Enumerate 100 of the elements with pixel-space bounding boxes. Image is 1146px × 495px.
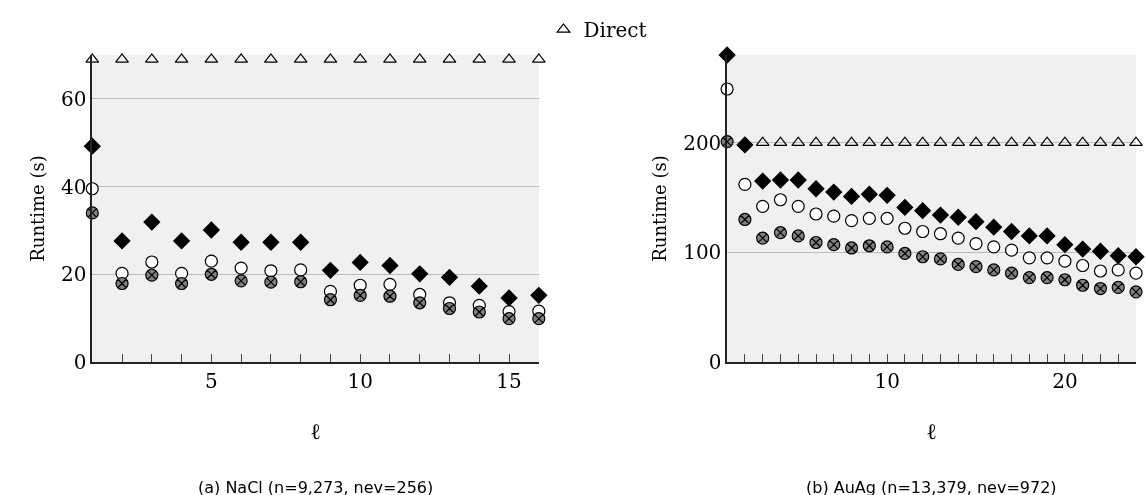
point xyxy=(843,188,860,205)
point xyxy=(880,136,895,147)
point xyxy=(862,239,876,253)
x-axis-title: ℓ xyxy=(926,418,937,444)
point xyxy=(292,233,310,251)
point xyxy=(1092,242,1109,260)
point xyxy=(827,209,841,223)
point xyxy=(949,208,967,226)
point xyxy=(1057,136,1072,147)
y-axis-title: Runtime (s) xyxy=(26,155,48,262)
point xyxy=(1020,227,1038,245)
point xyxy=(441,268,458,286)
point xyxy=(502,311,516,326)
point xyxy=(880,211,894,225)
point xyxy=(383,289,397,303)
x-tick-label: 5 xyxy=(204,368,218,393)
point xyxy=(413,296,427,310)
point xyxy=(951,231,965,245)
point xyxy=(933,227,948,241)
point xyxy=(827,238,841,252)
point xyxy=(1111,136,1126,147)
point xyxy=(264,275,278,289)
point xyxy=(951,136,966,147)
point xyxy=(1109,247,1127,265)
point xyxy=(969,236,983,251)
point xyxy=(232,233,250,251)
point xyxy=(791,229,805,243)
point xyxy=(323,293,338,307)
point xyxy=(896,199,914,216)
point xyxy=(754,172,772,190)
point xyxy=(915,136,930,147)
point xyxy=(756,231,770,245)
point xyxy=(844,213,859,228)
x-tick-label: 10 xyxy=(347,368,373,393)
point xyxy=(987,240,1001,254)
point xyxy=(914,202,932,220)
point xyxy=(1040,136,1055,147)
point xyxy=(738,177,752,191)
y-tick-label: 0 xyxy=(73,350,87,374)
point xyxy=(1129,285,1143,299)
point xyxy=(951,257,965,271)
y-tick-label: 200 xyxy=(683,130,722,155)
point xyxy=(1111,280,1125,294)
point xyxy=(204,254,218,268)
point xyxy=(530,286,548,304)
point xyxy=(1093,281,1108,296)
point xyxy=(383,53,397,63)
point xyxy=(773,193,788,207)
point xyxy=(173,232,190,250)
y-tick-label: 40 xyxy=(61,174,87,199)
point xyxy=(845,241,859,255)
point xyxy=(1022,270,1036,285)
point xyxy=(932,206,949,224)
point xyxy=(262,233,280,251)
point xyxy=(353,288,367,302)
point xyxy=(115,53,129,63)
point xyxy=(351,254,369,271)
point xyxy=(204,267,218,281)
x-tick-label: 15 xyxy=(496,368,522,393)
y-tick-label: 60 xyxy=(61,86,87,111)
point xyxy=(862,136,877,147)
point xyxy=(1127,248,1145,266)
point xyxy=(145,255,159,269)
point xyxy=(860,185,878,203)
y-tick-label: 100 xyxy=(683,240,722,265)
point xyxy=(773,136,788,147)
point xyxy=(470,277,488,295)
point xyxy=(1038,227,1056,245)
point xyxy=(756,199,770,213)
point xyxy=(916,250,930,264)
x-tick-label: 20 xyxy=(1052,368,1078,393)
point xyxy=(294,263,308,277)
point xyxy=(175,276,189,290)
point xyxy=(411,265,429,283)
point xyxy=(1004,243,1019,257)
point xyxy=(772,171,789,189)
point xyxy=(736,136,754,154)
point xyxy=(234,274,248,288)
point xyxy=(1076,278,1090,292)
point xyxy=(844,136,859,147)
point xyxy=(789,171,807,189)
point xyxy=(1058,273,1072,287)
point xyxy=(383,277,397,291)
y-axis-title: Runtime (s) xyxy=(648,155,670,262)
point xyxy=(143,213,161,231)
point xyxy=(1058,254,1072,268)
point xyxy=(500,289,518,307)
point xyxy=(807,180,825,198)
point xyxy=(1129,136,1143,147)
point xyxy=(532,311,546,326)
point xyxy=(916,224,930,239)
point xyxy=(898,246,912,260)
point xyxy=(264,264,278,278)
point xyxy=(1022,251,1036,265)
point xyxy=(967,213,985,231)
point xyxy=(1075,136,1090,147)
point xyxy=(1129,266,1143,280)
point xyxy=(986,136,1001,147)
y-tick-label: 0 xyxy=(708,350,722,374)
point xyxy=(145,268,159,282)
